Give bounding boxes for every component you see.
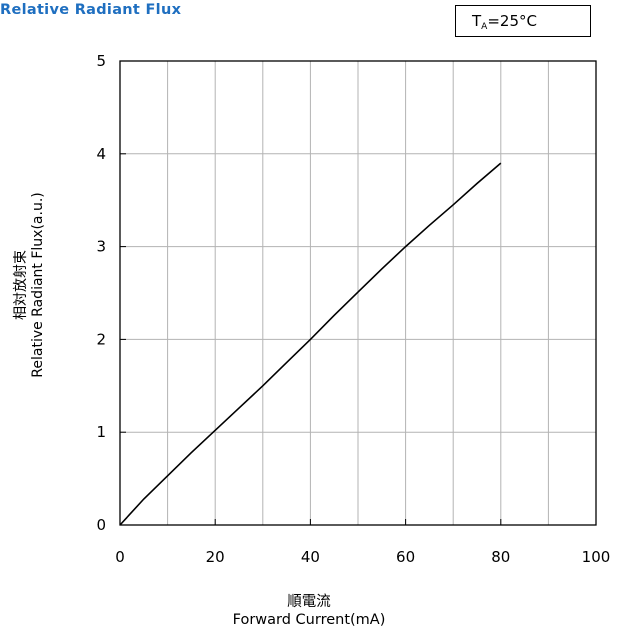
chart-title: Relative Radiant Flux bbox=[0, 2, 182, 18]
condition-value: =25°C bbox=[487, 12, 537, 30]
x-tick-label: 40 bbox=[301, 548, 320, 566]
y-tick-label: 4 bbox=[96, 145, 106, 163]
x-axis-label-jp: 順電流 bbox=[287, 594, 331, 610]
condition-box: TA=25°C bbox=[455, 5, 591, 37]
x-tick-label: 60 bbox=[396, 548, 415, 566]
plot-frame bbox=[119, 60, 597, 526]
y-tick-label: 2 bbox=[96, 330, 106, 348]
y-tick-label: 3 bbox=[96, 238, 106, 256]
series-line bbox=[119, 162, 502, 526]
y-tick-label: 1 bbox=[96, 423, 106, 441]
y-tick-label: 0 bbox=[96, 516, 106, 534]
x-tick-label: 20 bbox=[206, 548, 225, 566]
y-tick-label: 5 bbox=[96, 52, 106, 70]
x-tick-label: 100 bbox=[582, 548, 611, 566]
x-tick-label: 80 bbox=[491, 548, 510, 566]
x-axis-label-en: Forward Current(mA) bbox=[232, 612, 386, 628]
condition-main: T bbox=[472, 12, 482, 30]
condition-subscript: A bbox=[481, 22, 488, 32]
x-tick-label: 0 bbox=[115, 548, 125, 566]
condition-text: TA=25°C bbox=[472, 12, 537, 32]
